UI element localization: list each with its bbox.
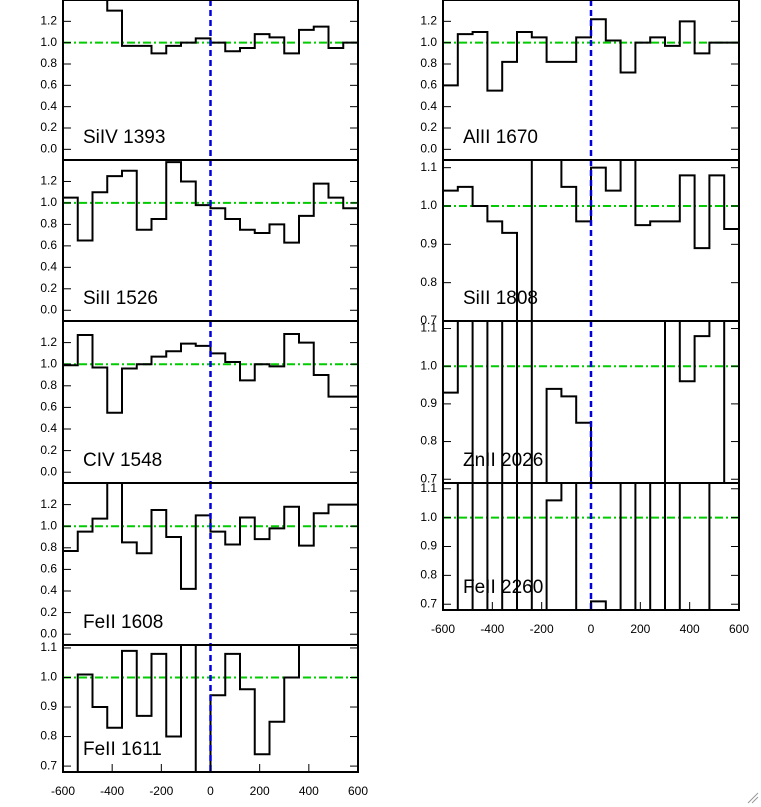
y-tick-label: 0.6 — [40, 238, 57, 252]
x-tick-label: 600 — [729, 622, 749, 636]
y-tick-label: 0.0 — [40, 302, 57, 316]
y-tick-label: 0.8 — [420, 568, 437, 582]
x-tick-label: 200 — [630, 622, 650, 636]
panel-label: AlII 1670 — [463, 127, 538, 148]
y-tick-label: 0.7 — [420, 596, 437, 610]
y-tick-label: 0.7 — [40, 758, 57, 772]
y-tick-label: 0.9 — [420, 539, 437, 553]
panel — [443, 160, 739, 321]
y-tick-label: 0.6 — [40, 78, 57, 92]
x-tick-label: -200 — [530, 622, 554, 636]
y-tick-label: 0.8 — [420, 56, 437, 70]
x-tick-label: -600 — [51, 784, 75, 798]
y-tick-label: 0.8 — [40, 540, 57, 554]
y-tick-label: 0.9 — [40, 699, 57, 713]
y-tick-label: 1.2 — [40, 497, 57, 511]
panel — [443, 0, 739, 160]
y-tick-label: 1.0 — [40, 35, 57, 49]
y-tick-label: 1.0 — [40, 670, 57, 684]
y-tick-label: 1.2 — [40, 174, 57, 188]
y-tick-label: 0.8 — [40, 56, 57, 70]
panel — [63, 645, 358, 772]
x-tick-label: 400 — [299, 784, 319, 798]
panel-label: CIV 1548 — [83, 450, 162, 471]
x-tick-label: 0 — [207, 784, 214, 798]
panel — [63, 0, 358, 160]
y-tick-label: 1.2 — [40, 335, 57, 349]
panel-label: FeII 1611 — [83, 739, 162, 760]
y-tick-label: 0.0 — [40, 142, 57, 156]
y-tick-label: 0.6 — [420, 78, 437, 92]
x-tick-label: 600 — [348, 784, 368, 798]
y-tick-label: 0.2 — [40, 120, 57, 134]
y-tick-label: 0.8 — [40, 729, 57, 743]
y-tick-label: 0.2 — [40, 281, 57, 295]
panel-label: FeII 1608 — [83, 612, 163, 633]
x-tick-label: 400 — [680, 622, 700, 636]
resize-grip — [747, 792, 759, 804]
panel — [63, 483, 358, 645]
panel-label: SiII 1808 — [463, 288, 538, 309]
y-tick-label: 0.8 — [420, 275, 437, 289]
y-tick-label: 0.2 — [40, 605, 57, 619]
y-tick-label: 0.9 — [420, 396, 437, 410]
y-tick-label: 1.0 — [420, 510, 437, 524]
spectrum-line — [443, 18, 739, 92]
y-tick-label: 0.7 — [420, 471, 437, 485]
y-tick-label: 0.8 — [40, 217, 57, 231]
x-tick-label: -400 — [480, 622, 504, 636]
x-tick-label: -600 — [431, 622, 455, 636]
y-tick-label: 0.4 — [420, 99, 437, 113]
y-tick-label: 0.4 — [40, 99, 57, 113]
y-tick-label: 0.6 — [40, 562, 57, 576]
y-tick-label: 0.2 — [40, 443, 57, 457]
y-tick-label: 0.0 — [420, 142, 437, 156]
y-tick-label: 1.0 — [40, 356, 57, 370]
y-tick-label: 1.1 — [420, 160, 437, 174]
y-tick-label: 0.9 — [420, 237, 437, 251]
x-tick-label: 200 — [250, 784, 270, 798]
panel-label: SiII 1526 — [83, 288, 158, 309]
y-tick-label: 0.0 — [40, 626, 57, 640]
panel — [63, 321, 358, 483]
spectrum-line — [106, 0, 358, 55]
panel — [63, 160, 358, 321]
y-tick-label: 0.7 — [420, 313, 437, 327]
y-tick-label: 1.1 — [420, 321, 437, 335]
y-tick-label: 1.0 — [420, 35, 437, 49]
spectrum-line — [443, 321, 726, 483]
y-tick-label: 1.0 — [420, 198, 437, 212]
panel — [443, 321, 739, 483]
y-tick-label: 1.1 — [40, 640, 57, 654]
y-tick-label: 1.0 — [40, 518, 57, 532]
y-tick-label: 1.0 — [420, 358, 437, 372]
y-tick-label: 0.2 — [420, 120, 437, 134]
panel-label: ZnII 2026 — [463, 450, 543, 471]
x-tick-label: -400 — [100, 784, 124, 798]
panel-label: SiIV 1393 — [83, 127, 165, 148]
panel-label: FeII 2260 — [463, 577, 543, 598]
x-tick-label: -200 — [149, 784, 173, 798]
y-tick-label: 0.8 — [40, 378, 57, 392]
y-tick-label: 0.0 — [40, 464, 57, 478]
y-tick-label: 1.1 — [420, 481, 437, 495]
y-tick-label: 0.4 — [40, 583, 57, 597]
y-tick-label: 0.4 — [40, 421, 57, 435]
panel — [443, 483, 739, 610]
y-tick-label: 1.0 — [40, 195, 57, 209]
y-tick-label: 1.2 — [420, 14, 437, 28]
x-tick-label: 0 — [588, 622, 595, 636]
spectrum-line — [63, 161, 358, 244]
y-tick-label: 0.6 — [40, 400, 57, 414]
spectrum-line — [76, 645, 315, 772]
y-tick-label: 0.8 — [420, 434, 437, 448]
y-tick-label: 1.2 — [40, 14, 57, 28]
y-tick-label: 0.4 — [40, 260, 57, 274]
